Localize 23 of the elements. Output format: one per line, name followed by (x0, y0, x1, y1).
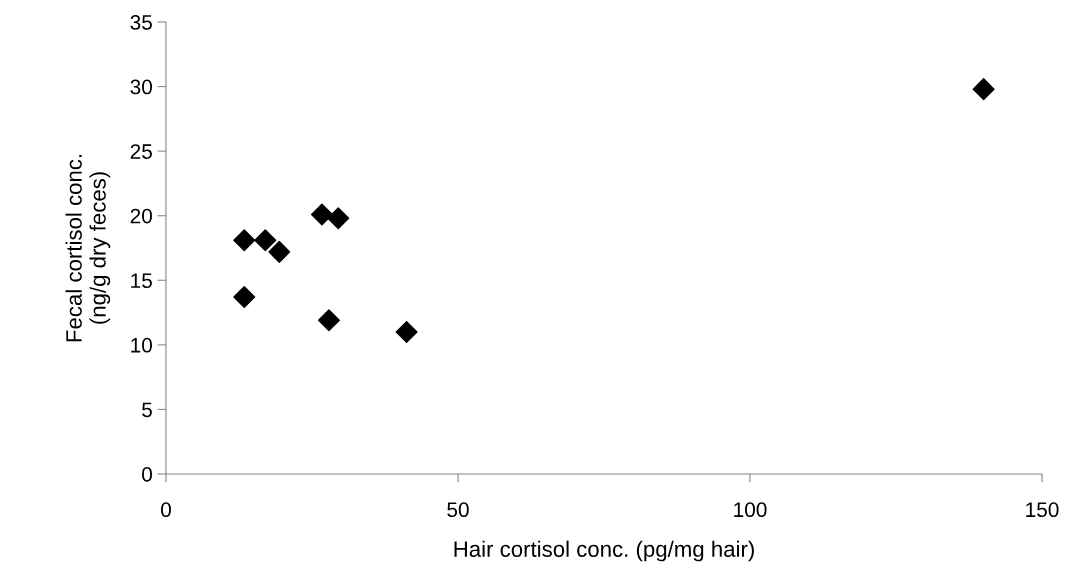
point (972, 78, 995, 101)
x-tick-label: 150 (1026, 502, 1059, 518)
y-tick-label: 15 (131, 273, 152, 289)
y-tick-label: 0 (142, 467, 152, 482)
x-tick-label: 0 (161, 502, 171, 518)
y-tick-label: 20 (130, 208, 152, 224)
point (327, 207, 350, 230)
point (317, 309, 340, 332)
x-axis-title: Hair cortisol conc. (pg/mg hair) (454, 540, 754, 562)
y-tick-label: 30 (130, 79, 152, 95)
point (395, 320, 418, 343)
point (233, 286, 256, 309)
point (254, 229, 277, 252)
x-tick-label: 50 (447, 502, 469, 518)
y-tick-label: 10 (131, 337, 152, 353)
y-tick-label: 5 (142, 402, 152, 418)
point (310, 203, 333, 226)
x-tick-label: 100 (734, 502, 767, 518)
y-tick-label: 25 (130, 144, 152, 159)
point (268, 240, 291, 263)
y-axis-title: Fecal cortisol conc. (ng/g dry feces) (65, 154, 111, 342)
y-tick-label: 35 (130, 15, 152, 30)
point (233, 229, 256, 252)
